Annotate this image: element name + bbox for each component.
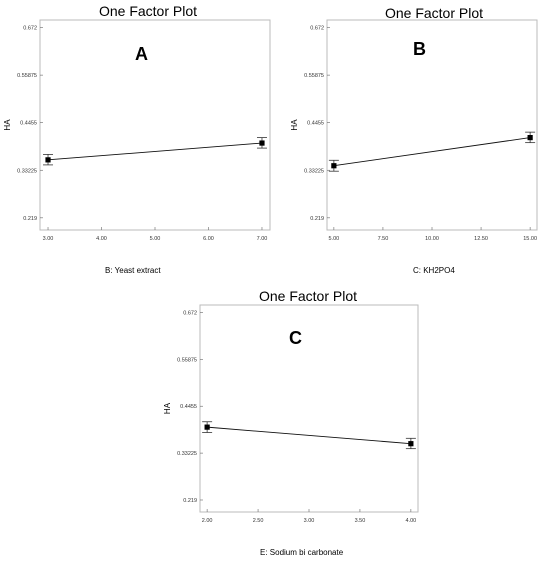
x-tick-label: 7.00 <box>257 236 268 242</box>
series-line <box>207 426 411 445</box>
panel-letter: A <box>135 44 148 64</box>
chart-title: One Factor Plot <box>98 3 198 19</box>
chart-title: One Factor Plot <box>384 5 484 21</box>
y-tick-label: 0.55875 <box>304 73 324 79</box>
x-tick-label: 5.00 <box>329 236 340 242</box>
panel-letter: B <box>413 39 426 59</box>
y-tick-label: 0.219 <box>310 216 324 222</box>
chart-title: One Factor Plot <box>258 288 358 304</box>
plot-frame <box>199 304 419 513</box>
y-tick-label: 0.33225 <box>304 168 324 174</box>
y-tick-label: 0.672 <box>183 310 197 316</box>
series-line <box>47 142 263 161</box>
y-axis-label: HA <box>290 119 299 131</box>
x-axis-label: B: Yeast extract <box>105 266 161 275</box>
x-tick-label: 2.50 <box>253 518 264 524</box>
y-tick-label: 0.672 <box>310 26 324 32</box>
y-tick-label: 0.219 <box>183 498 197 504</box>
y-axis-label: HA <box>3 119 12 131</box>
x-tick-label: 2.00 <box>202 518 213 524</box>
x-axis-label: C: KH2PO4 <box>413 266 455 275</box>
y-tick-label: 0.33225 <box>17 168 37 174</box>
y-tick-label: 0.4455 <box>180 404 197 410</box>
data-point <box>45 157 51 163</box>
series-line <box>333 137 531 167</box>
x-tick-label: 12.50 <box>474 236 488 242</box>
data-point <box>331 163 337 169</box>
y-tick-label: 0.4455 <box>20 121 37 127</box>
x-tick-label: 6.00 <box>203 236 214 242</box>
y-tick-label: 0.55875 <box>17 73 37 79</box>
data-point <box>204 424 210 430</box>
x-tick-label: 3.50 <box>355 518 366 524</box>
x-tick-label: 3.00 <box>43 236 54 242</box>
x-tick-label: 10.00 <box>425 236 439 242</box>
data-point <box>259 140 265 146</box>
x-tick-label: 4.00 <box>406 518 417 524</box>
y-axis-label: HA <box>163 402 172 414</box>
x-tick-label: 7.50 <box>378 236 389 242</box>
y-tick-label: 0.219 <box>23 216 37 222</box>
panel-letter: C <box>289 328 302 348</box>
data-point <box>408 441 414 447</box>
x-tick-label: 15.00 <box>523 236 537 242</box>
x-tick-label: 5.00 <box>150 236 161 242</box>
x-tick-label: 4.00 <box>96 236 107 242</box>
data-point <box>527 135 533 141</box>
y-tick-label: 0.672 <box>23 26 37 32</box>
x-tick-label: 3.00 <box>304 518 315 524</box>
y-tick-label: 0.55875 <box>177 357 197 363</box>
y-tick-label: 0.4455 <box>307 121 324 127</box>
x-axis-label: E: Sodium bi carbonate <box>260 548 344 557</box>
y-tick-label: 0.33225 <box>177 451 197 457</box>
